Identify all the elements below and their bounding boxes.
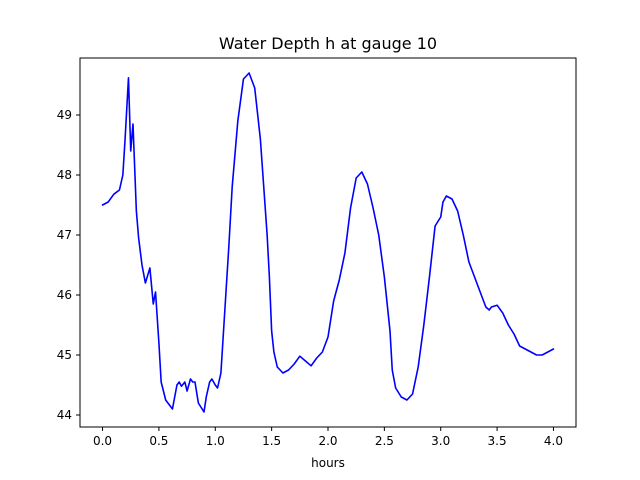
x-tick-label: 0.0	[93, 434, 112, 448]
x-tick-label: 2.0	[318, 434, 337, 448]
y-tick-label: 49	[57, 108, 72, 122]
y-tick-label: 44	[57, 408, 72, 422]
y-tick-label: 48	[57, 168, 72, 182]
y-tick-label: 46	[57, 288, 72, 302]
axes: 0.0 0.5 1.0 1.5 2.0 2.5 3.0 3.5 4.0 44 45 46 47 48 49	[57, 57, 577, 448]
chart-title: Water Depth h at gauge 10	[219, 34, 437, 53]
y-tick-label: 47	[57, 228, 72, 242]
x-axis-label: hours	[311, 456, 345, 470]
x-tick-label: 4.0	[544, 434, 563, 448]
y-tick-label: 45	[57, 348, 72, 362]
x-tick-label: 3.5	[488, 434, 507, 448]
x-tick-label: 3.0	[431, 434, 450, 448]
series-line-0	[101, 72, 555, 413]
x-tick-label: 2.5	[375, 434, 394, 448]
plot-area	[101, 72, 555, 413]
x-tick-label: 1.5	[262, 434, 281, 448]
x-tick-label: 1.0	[206, 434, 225, 448]
x-tick-label: 0.5	[149, 434, 168, 448]
